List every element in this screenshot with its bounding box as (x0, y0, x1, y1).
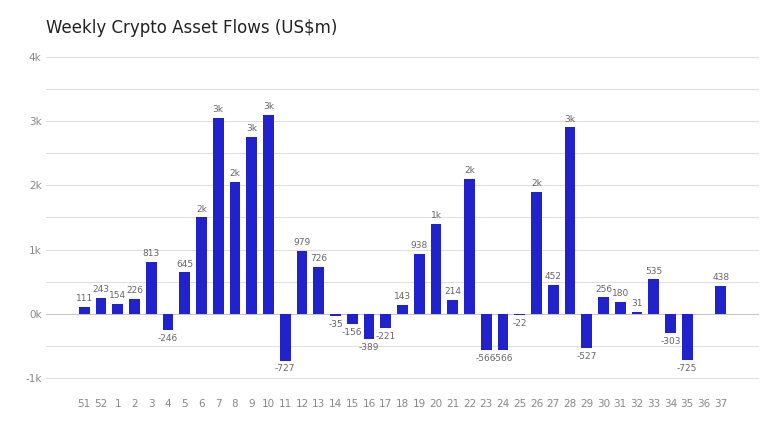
Bar (112, 304, 123, 314)
Bar (649, 279, 659, 314)
Text: 226: 226 (126, 286, 143, 296)
Text: -389: -389 (358, 343, 379, 352)
Bar (564, 127, 575, 314)
Text: -156: -156 (342, 328, 362, 337)
Bar (397, 305, 408, 314)
Text: 2k: 2k (230, 169, 241, 178)
Bar (581, 314, 592, 348)
Text: 938: 938 (410, 240, 428, 250)
Text: 3k: 3k (246, 124, 257, 133)
Text: 438: 438 (712, 273, 729, 282)
Text: 154: 154 (109, 291, 126, 300)
Bar (481, 314, 491, 350)
Text: 813: 813 (142, 249, 160, 258)
Text: -221: -221 (375, 332, 396, 341)
Text: 2k: 2k (464, 166, 475, 175)
Text: -303: -303 (660, 337, 680, 346)
Bar (464, 179, 475, 314)
Text: -527: -527 (577, 352, 597, 360)
Bar (213, 118, 224, 314)
Bar (296, 251, 307, 314)
Bar (380, 314, 391, 328)
Text: 214: 214 (444, 287, 461, 296)
Bar (598, 297, 609, 314)
Bar (548, 285, 559, 314)
Bar (279, 314, 291, 360)
Bar (95, 298, 107, 314)
Bar (163, 314, 173, 330)
Bar (514, 314, 526, 315)
Text: 2k: 2k (531, 179, 542, 188)
Text: -566: -566 (476, 354, 496, 363)
Text: -246: -246 (158, 333, 178, 343)
Bar (230, 182, 241, 314)
Bar (180, 272, 190, 314)
Bar (129, 299, 140, 314)
Text: 452: 452 (545, 272, 562, 281)
Bar (146, 261, 156, 314)
Text: 256: 256 (595, 285, 612, 293)
Bar (447, 300, 458, 314)
Text: -35: -35 (328, 320, 343, 329)
Text: 535: 535 (645, 267, 663, 276)
Bar (632, 312, 642, 314)
Bar (263, 114, 274, 314)
Text: 645: 645 (176, 259, 194, 268)
Text: 111: 111 (76, 294, 93, 303)
Text: -22: -22 (512, 319, 527, 328)
Text: Weekly Crypto Asset Flows (US$m): Weekly Crypto Asset Flows (US$m) (46, 19, 337, 37)
Text: -727: -727 (275, 364, 296, 374)
Bar (682, 314, 693, 360)
Bar (414, 254, 425, 314)
Bar (347, 314, 358, 324)
Text: 2k: 2k (196, 205, 207, 214)
Text: 726: 726 (310, 254, 327, 263)
Bar (715, 286, 726, 314)
Text: -725: -725 (677, 364, 697, 373)
Bar (498, 314, 509, 350)
Bar (313, 267, 324, 314)
Text: 180: 180 (611, 290, 628, 298)
Text: 1k: 1k (430, 211, 441, 220)
Text: -566: -566 (493, 354, 513, 363)
Bar (196, 217, 207, 314)
Bar (430, 224, 441, 314)
Bar (531, 192, 542, 314)
Bar (79, 307, 90, 314)
Bar (665, 314, 676, 333)
Bar (330, 314, 341, 316)
Text: 3k: 3k (263, 102, 274, 111)
Text: 143: 143 (394, 292, 411, 301)
Bar (615, 302, 625, 314)
Bar (364, 314, 375, 339)
Text: 3k: 3k (564, 114, 576, 124)
Text: 31: 31 (632, 299, 642, 308)
Text: 243: 243 (93, 285, 109, 294)
Text: 979: 979 (293, 238, 310, 247)
Text: 3k: 3k (213, 105, 224, 114)
Bar (246, 137, 257, 314)
